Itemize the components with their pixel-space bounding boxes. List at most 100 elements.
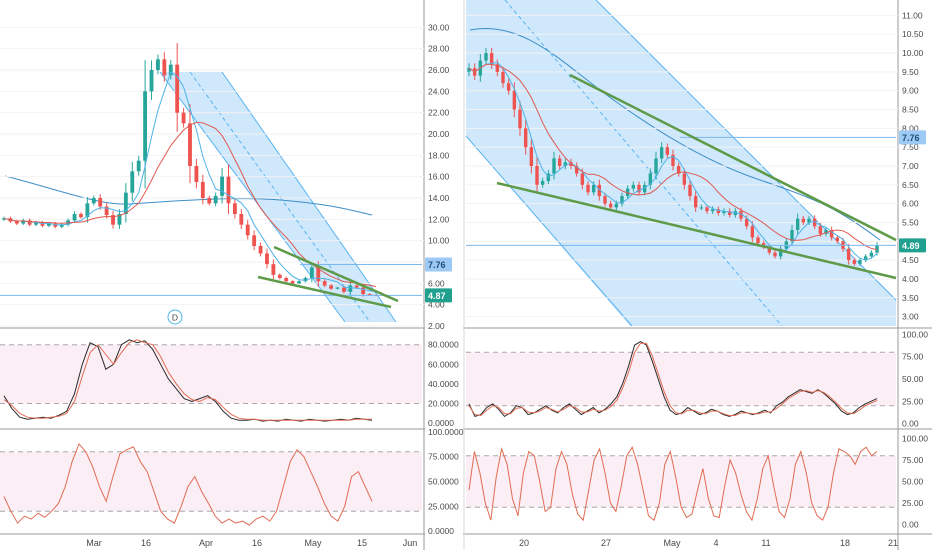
y-tick-label: 26.00 — [428, 65, 450, 75]
candle-body — [591, 184, 596, 193]
candle-body — [557, 158, 562, 166]
wedge-lower-line — [257, 275, 392, 309]
price-badge — [425, 288, 452, 303]
x-tick-label: 15 — [357, 538, 367, 548]
candle-body — [354, 285, 359, 288]
candle-body — [175, 64, 180, 113]
candle-body — [523, 128, 528, 148]
wedge-lower-line — [496, 181, 897, 280]
candle-body — [188, 123, 192, 166]
candle-body — [59, 224, 64, 227]
channel-upper-line — [159, 71, 346, 323]
y-tick-label: 11.00 — [902, 10, 923, 20]
x-tick-label: Mar — [86, 538, 102, 548]
candle-body — [21, 220, 26, 224]
x-tick-label: 21 — [888, 538, 898, 548]
y-tick-label: 2.00 — [428, 321, 445, 331]
candle-body — [79, 214, 83, 218]
candle-body — [512, 90, 517, 110]
candle-body — [162, 59, 167, 76]
candle-body — [812, 218, 817, 227]
y-tick-label: 100.00 — [902, 329, 928, 339]
candle-body — [580, 173, 585, 185]
wedge-upper-line — [569, 73, 897, 242]
candle-body — [252, 235, 257, 246]
candle-body — [637, 184, 641, 193]
candle-body — [200, 182, 205, 198]
moving-average-fast — [468, 61, 878, 261]
y-tick-label: 5.50 — [902, 217, 919, 227]
y-tick-label: 12.00 — [428, 214, 450, 224]
candle-body — [297, 281, 301, 284]
y-tick-label: 20.0000 — [428, 399, 459, 409]
candle-body — [540, 181, 545, 185]
y-tick-label: 7.50 — [902, 142, 919, 152]
price-badge — [899, 238, 926, 253]
candle-body — [467, 68, 471, 72]
x-tick-label: 18 — [840, 538, 850, 548]
candle-body — [829, 230, 834, 238]
y-tick-label: 4.00 — [428, 300, 445, 310]
y-tick-label: 25.00 — [902, 498, 924, 508]
y-tick-label: 10.00 — [902, 48, 924, 58]
interval-badge — [167, 309, 183, 325]
price-badge-label: 7.76 — [428, 260, 446, 270]
y-tick-label: 10.00 — [428, 236, 450, 246]
y-tick-label: 80.0000 — [428, 340, 459, 350]
candle-body — [863, 256, 868, 261]
price-badge-label: 7.76 — [902, 133, 920, 143]
candle-body — [265, 253, 269, 265]
channel-upper-line — [595, 0, 897, 301]
candle-body — [290, 281, 295, 284]
x-tick-label: 16 — [141, 538, 151, 548]
y-tick-label: 28.00 — [428, 44, 450, 54]
candle-body — [693, 196, 698, 208]
price-badge — [899, 130, 926, 145]
y-tick-label: 0.00 — [902, 519, 919, 529]
moving-average-fast — [3, 71, 377, 292]
x-tick-label: 20 — [519, 538, 529, 548]
candle-body — [801, 218, 806, 223]
candle-body — [631, 184, 636, 189]
candle-body — [181, 112, 186, 124]
y-tick-label: 25.00 — [902, 396, 924, 406]
candle-body — [552, 158, 556, 174]
channel-lower-line — [465, 135, 633, 327]
candle-body — [322, 281, 327, 286]
candle-body — [27, 220, 32, 225]
candle-body — [665, 147, 670, 155]
y-tick-label: 16.00 — [428, 172, 450, 182]
candle-body — [705, 207, 709, 212]
y-tick-label: 18.00 — [428, 150, 450, 160]
candle-body — [34, 222, 38, 225]
candle-body — [574, 166, 579, 174]
candle-body — [869, 252, 874, 257]
candle-body — [835, 237, 840, 242]
candle-body — [329, 285, 334, 289]
candle-body — [271, 264, 276, 275]
candle-body — [213, 195, 218, 204]
candle-body — [495, 64, 500, 72]
candle-body — [710, 209, 715, 212]
candle-body — [98, 198, 103, 207]
candle-body — [608, 203, 613, 208]
x-tick-label: May — [663, 538, 681, 548]
y-tick-label: 50.00 — [902, 374, 924, 384]
candle-body — [659, 147, 664, 159]
candle-body — [277, 274, 282, 278]
candle-body — [546, 173, 551, 182]
oscillator-band — [0, 451, 422, 512]
candle-body — [348, 285, 353, 292]
candle-body — [722, 211, 726, 214]
oscillator-band — [466, 352, 896, 406]
candle-body — [727, 211, 732, 215]
channel-mid-line — [189, 71, 371, 323]
candle-body — [194, 166, 199, 182]
regression-channel — [466, 0, 896, 326]
candle-body — [53, 223, 58, 227]
candle-body — [143, 91, 148, 161]
candle-body — [795, 218, 800, 230]
candle-body — [739, 211, 743, 219]
moving-average-slow — [468, 63, 878, 251]
